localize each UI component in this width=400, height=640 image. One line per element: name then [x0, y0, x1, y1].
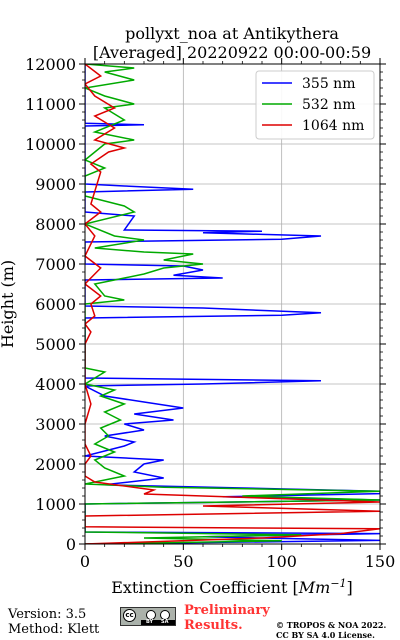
sa-icon	[160, 610, 170, 620]
legend-label-355-nm: 355 nm	[302, 76, 355, 92]
preliminary-line1: Preliminary	[184, 603, 270, 618]
series-line-1064-nm	[85, 64, 380, 544]
y-tick-label: 3000	[35, 415, 76, 434]
y-tick-label: 11000	[25, 95, 76, 114]
x-tick-label: 0	[80, 552, 90, 571]
footer-version-block: Version: 3.5 Method: Klett	[8, 607, 99, 637]
preliminary-line2: Results.	[184, 618, 243, 633]
cc-icon: cc	[123, 609, 136, 622]
tick-labels: 0 50 100 150 0 1000 2000 3000 4000 5000 6000 7000 80…	[25, 55, 395, 571]
y-tick-label: 5000	[35, 335, 76, 354]
preliminary-notice: Preliminary Results.	[184, 603, 270, 633]
x-tick-label: 50	[173, 552, 193, 571]
y-tick-label: 12000	[25, 55, 76, 74]
version-text: Version: 3.5	[8, 607, 87, 622]
by-label: BY	[146, 619, 154, 625]
method-text: Method: Klett	[8, 622, 100, 637]
x-axis-label-prefix: Extinction Coefficient [	[111, 578, 299, 597]
legend-label-532-nm: 532 nm	[302, 97, 355, 113]
copyright-block: © TROPOS & NOA 2022. CC BY SA 4.0 Licens…	[276, 620, 386, 640]
cc-license-badge[interactable]: cc BY SA	[120, 607, 176, 626]
y-tick-label: 9000	[35, 175, 76, 194]
chart-title-line1: pollyxt_noa at Antikythera	[125, 24, 339, 43]
y-tick-label: 0	[66, 535, 76, 554]
x-tick-label: 100	[266, 552, 297, 571]
chart-title-line2: [Averaged] 20220922 00:00-00:59	[93, 43, 371, 62]
y-axis-label: Height (m)	[0, 260, 17, 348]
y-tick-label: 8000	[35, 215, 76, 234]
copyright-line1: © TROPOS & NOA 2022.	[276, 620, 387, 630]
legend-box	[255, 70, 375, 140]
x-axis-label: Extinction Coefficient [Mm−1]	[111, 577, 353, 598]
legend: 355 nm 532 nm 1064 nm	[255, 70, 375, 140]
legend-label-1064-nm: 1064 nm	[302, 118, 364, 134]
y-tick-label: 7000	[35, 255, 76, 274]
axis-ticks	[79, 58, 386, 550]
by-icon	[146, 610, 156, 620]
y-tick-label: 10000	[25, 135, 76, 154]
y-tick-label: 6000	[35, 295, 76, 314]
y-tick-label: 4000	[35, 375, 76, 394]
x-tick-label: 150	[365, 552, 396, 571]
copyright-line2: CC BY SA 4.0 License.	[276, 630, 375, 640]
x-axis-label-suffix: ]	[347, 578, 353, 597]
x-axis-label-unit: Mm	[298, 578, 331, 597]
x-axis-label-exp: −1	[330, 577, 346, 590]
y-tick-label: 1000	[35, 495, 76, 514]
sa-label: SA	[161, 619, 169, 625]
y-tick-label: 2000	[35, 455, 76, 474]
series-group	[85, 64, 380, 544]
